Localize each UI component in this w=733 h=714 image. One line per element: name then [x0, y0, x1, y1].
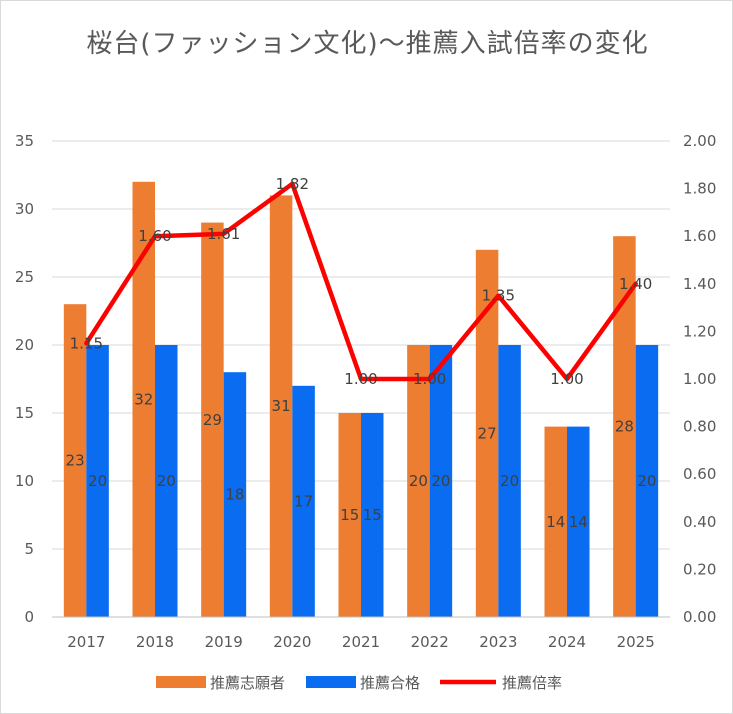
bar-data-label: 20: [500, 472, 519, 490]
x-axis-tick: 2020: [273, 633, 311, 651]
left-axis-tick: 35: [15, 132, 34, 150]
ratio-data-label: 1.82: [276, 175, 309, 193]
bar-data-label: 17: [294, 492, 313, 510]
x-axis-tick: 2022: [411, 633, 449, 651]
bar-passed: [498, 345, 521, 617]
chart-title: 桜台(ファッション文化)〜推薦入試倍率の変化: [86, 29, 649, 59]
bar-data-label: 27: [478, 424, 497, 442]
bar-data-label: 15: [340, 506, 359, 524]
right-axis-tick: 2.00: [683, 132, 716, 150]
left-axis-tick: 25: [15, 268, 34, 286]
ratio-data-label: 1.15: [70, 334, 103, 352]
right-axis-tick: 0.20: [683, 560, 716, 578]
x-axis-tick: 2017: [67, 633, 105, 651]
left-axis-tick: 10: [15, 472, 34, 490]
bar-applicants: [407, 345, 430, 617]
bar-passed: [86, 345, 109, 617]
bar-data-label: 29: [203, 411, 222, 429]
ratio-data-label: 1.35: [482, 287, 515, 305]
bar-applicants: [201, 222, 224, 617]
x-axis-tick: 2024: [548, 633, 586, 651]
bar-applicants: [132, 181, 155, 618]
legend-applicants-swatch: [156, 676, 206, 688]
x-axis-tick: 2021: [342, 633, 380, 651]
bar-passed: [155, 345, 178, 617]
legend-applicants-label: 推薦志願者: [210, 674, 285, 692]
right-axis-tick: 1.60: [683, 227, 716, 245]
bar-applicants: [544, 426, 567, 617]
left-axis-tick: 15: [15, 404, 34, 422]
bar-applicants: [63, 304, 87, 617]
ratio-data-label: 1.60: [138, 227, 171, 245]
bar-data-label: 20: [431, 472, 450, 490]
right-axis-tick: 1.00: [683, 370, 716, 388]
bar-passed: [567, 426, 590, 617]
bar-data-label: 18: [225, 486, 244, 504]
bar-applicants: [338, 413, 361, 617]
bar-passed: [429, 345, 453, 617]
ratio-data-label: 1.00: [413, 370, 446, 388]
bar-data-label: 28: [615, 418, 634, 436]
bar-data-label: 20: [157, 472, 176, 490]
ratio-data-label: 1.00: [550, 370, 583, 388]
bar-data-label: 15: [363, 506, 382, 524]
right-axis-tick: 0.80: [683, 418, 716, 436]
bar-data-label: 23: [66, 452, 85, 470]
bar-applicants: [269, 195, 293, 617]
bar-data-label: 14: [546, 513, 565, 531]
bar-data-label: 20: [88, 472, 107, 490]
bar-data-label: 20: [409, 472, 428, 490]
legend-ratio-label: 推薦倍率: [502, 674, 562, 692]
bar-data-label: 31: [272, 397, 291, 415]
ratio-data-label: 1.40: [619, 275, 652, 293]
bar-data-label: 14: [569, 513, 588, 531]
bar-passed: [292, 385, 315, 617]
left-axis-tick: 5: [24, 540, 34, 558]
ratio-data-label: 1.00: [344, 370, 377, 388]
x-axis-tick: 2019: [205, 633, 243, 651]
bar-applicants: [475, 249, 499, 618]
ratio-data-label: 1.61: [207, 225, 240, 243]
left-axis-tick: 30: [15, 200, 34, 218]
x-axis-tick: 2025: [617, 633, 655, 651]
bar-data-label: 32: [134, 390, 153, 408]
left-axis-tick: 0: [24, 608, 34, 626]
bar-applicants: [613, 236, 636, 617]
x-axis-tick: 2023: [479, 633, 517, 651]
bar-data-label: 20: [637, 472, 656, 490]
bar-passed: [223, 372, 247, 617]
left-axis-tick: 20: [15, 336, 34, 354]
right-axis-tick: 0.00: [683, 608, 716, 626]
bar-passed: [361, 413, 384, 617]
right-axis-tick: 1.80: [683, 180, 716, 198]
right-axis-tick: 0.40: [683, 513, 716, 531]
right-axis-tick: 0.60: [683, 465, 716, 483]
right-axis-tick: 1.40: [683, 275, 716, 293]
x-axis-tick: 2018: [136, 633, 174, 651]
bar-passed: [635, 345, 659, 617]
right-axis-tick: 1.20: [683, 322, 716, 340]
legend-passed-swatch: [306, 676, 356, 688]
legend-passed-label: 推薦合格: [360, 674, 420, 692]
